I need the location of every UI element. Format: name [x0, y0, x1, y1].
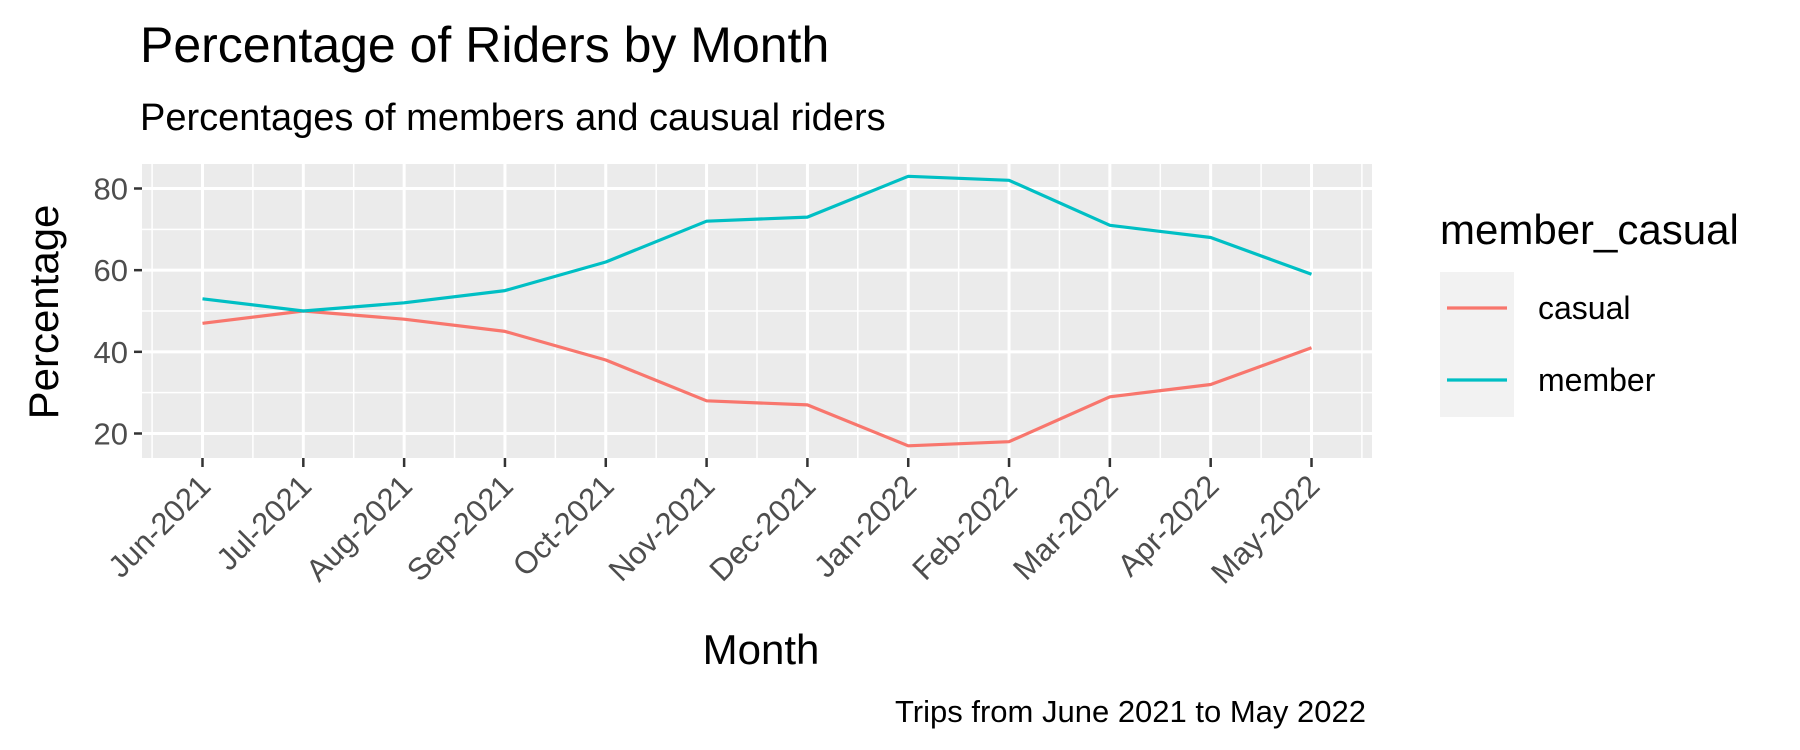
legend-key-background — [1440, 272, 1514, 417]
x-tick-label: Sep-2021 — [400, 468, 520, 588]
y-axis-title: Percentage — [20, 205, 67, 420]
x-tick-label: May-2022 — [1204, 468, 1326, 590]
series-lines — [202, 174, 1313, 448]
x-tick-label: Mar-2022 — [1006, 468, 1125, 587]
legend: member_casual casual member — [1440, 206, 1739, 417]
y-tick-label: 60 — [94, 253, 128, 288]
x-tick-label: Aug-2021 — [299, 468, 419, 588]
x-tick-label: Dec-2021 — [703, 468, 823, 588]
minor-gridlines — [142, 164, 1372, 458]
x-tick-label: Jun-2021 — [101, 468, 217, 584]
x-axis-title: Month — [703, 626, 820, 673]
series-line-casual — [202, 309, 1313, 448]
y-tick-label: 80 — [94, 172, 128, 207]
legend-label-casual: casual — [1538, 290, 1631, 326]
chart-title: Percentage of Riders by Month — [140, 17, 829, 73]
x-tick-label: Feb-2022 — [905, 468, 1024, 587]
chart-caption: Trips from June 2021 to May 2022 — [895, 694, 1366, 729]
legend-title: member_casual — [1440, 206, 1739, 253]
x-tick-label: Jan-2022 — [807, 468, 923, 584]
x-axis: Jun-2021Jul-2021Aug-2021Sep-2021Oct-2021… — [101, 458, 1326, 590]
series-line-member — [202, 174, 1313, 313]
x-tick-label: Nov-2021 — [602, 468, 722, 588]
y-axis: 20 40 60 80 — [94, 172, 142, 452]
chart-subtitle: Percentages of members and causual rider… — [140, 97, 886, 139]
legend-label-member: member — [1538, 362, 1656, 398]
y-tick-label: 40 — [94, 335, 128, 370]
y-tick-label: 20 — [94, 417, 128, 452]
